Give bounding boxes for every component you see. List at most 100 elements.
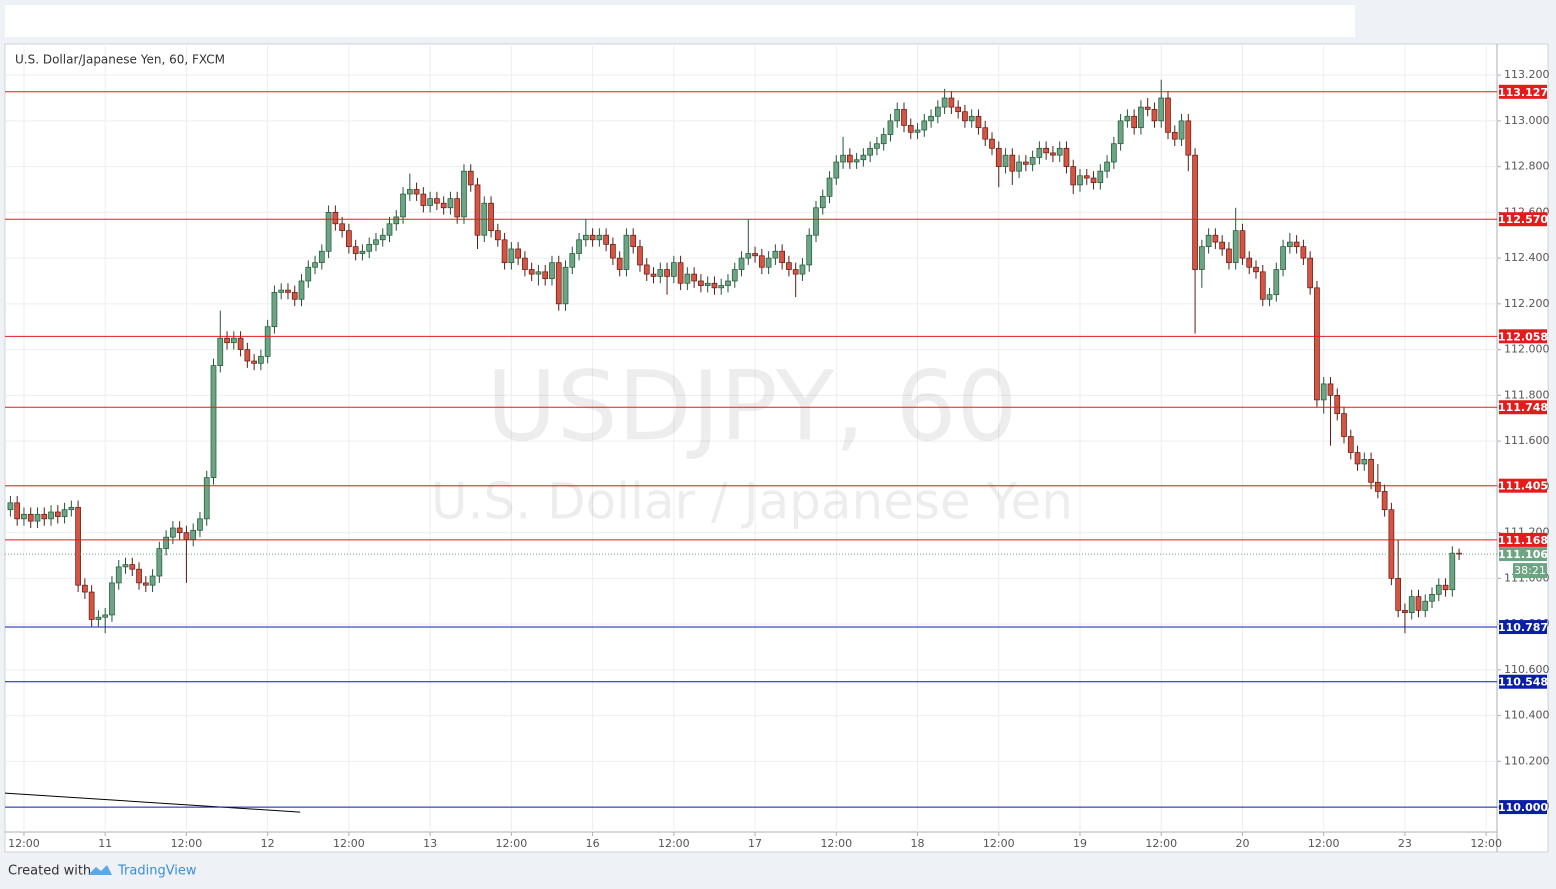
candle-body [725, 280, 731, 286]
candle-body [190, 529, 197, 540]
x-tick-label: 12:00 [1308, 837, 1340, 850]
candle-body [1063, 147, 1070, 167]
candle-body [156, 548, 163, 577]
x-tick-label: 12:00 [171, 837, 203, 850]
candle-body [995, 147, 1002, 167]
candle-body [1158, 97, 1165, 122]
candle-body [643, 264, 650, 275]
candle-body [826, 177, 833, 197]
x-tick-label: 13 [423, 837, 437, 850]
candle-body [813, 207, 819, 236]
candle-body [1246, 257, 1253, 268]
candle-body [230, 337, 237, 344]
candle-body [745, 253, 752, 259]
candle-body [1259, 271, 1266, 300]
brand-link[interactable]: TradingView [117, 864, 197, 879]
candle-body [1144, 106, 1151, 110]
candle-body [95, 616, 102, 620]
x-tick-label: 23 [1398, 837, 1412, 850]
candle-body [955, 106, 961, 113]
candle-body [122, 564, 129, 568]
countdown: 38:21 [1514, 564, 1546, 577]
candle-body [251, 360, 257, 364]
candle-body [1171, 131, 1178, 140]
x-tick-label: 12:00 [8, 837, 40, 850]
x-tick-label: 12:00 [658, 837, 690, 850]
candle-body [386, 223, 393, 236]
grid: 110.000110.200110.400110.600110.800111.0… [5, 44, 1550, 850]
candle-body [921, 120, 928, 131]
candle-body [752, 253, 758, 257]
price-line-label: 112.570 [1498, 213, 1548, 226]
price-badge [1499, 329, 1547, 344]
candle-body [1090, 177, 1097, 183]
candle-body [637, 246, 643, 266]
candle-body [718, 285, 725, 289]
candle-body [1435, 584, 1442, 595]
candle-body [1104, 161, 1110, 172]
candle-body [197, 518, 203, 531]
brand-logo [88, 865, 112, 875]
candle-body [853, 159, 860, 163]
candle-body [379, 234, 386, 241]
candle-body [962, 111, 968, 122]
candle-body [1395, 577, 1402, 611]
candle-body [522, 257, 528, 270]
candle-body [1280, 246, 1286, 270]
candle-body [1341, 413, 1347, 437]
x-tick-label: 12:00 [820, 837, 852, 850]
candle-body [1402, 610, 1408, 613]
candle-body [657, 269, 664, 277]
top-bar [5, 5, 1355, 37]
candle-body [806, 234, 813, 266]
candle-body [1212, 234, 1219, 243]
x-tick-label: 12:00 [1145, 837, 1177, 850]
x-tick-label: 18 [911, 837, 925, 850]
candle-body [339, 223, 345, 231]
y-tick-label: 112.400 [1504, 251, 1550, 264]
candle-body [1347, 436, 1354, 453]
candle-body [352, 246, 359, 254]
candle-body [400, 193, 406, 218]
candle-body [562, 266, 569, 305]
candle-body [210, 365, 217, 479]
candle-body [373, 239, 379, 245]
candle-body [772, 250, 779, 259]
candle-body [589, 234, 596, 241]
y-tick-label: 113.200 [1504, 68, 1550, 81]
watermark: USDJPY, 60 [486, 350, 1017, 462]
candle-body [1138, 106, 1144, 129]
candle-body [691, 273, 697, 282]
candle-body [1178, 120, 1185, 140]
y-tick-label: 110.200 [1504, 754, 1550, 767]
candle-body [698, 280, 704, 286]
candle-body [1429, 593, 1435, 602]
candle-body [68, 507, 75, 511]
candle-body [786, 262, 792, 270]
candle-body [237, 337, 244, 350]
price-line-label: 110.000 [1498, 801, 1548, 814]
candle-body [1239, 230, 1246, 259]
candle-body [1375, 481, 1381, 492]
candle-body [792, 269, 799, 275]
candle-body [907, 125, 914, 133]
candle-body [318, 250, 325, 264]
y-tick-label: 110.600 [1504, 663, 1550, 676]
price-line-label: 111.748 [1498, 401, 1548, 414]
candle-body [1117, 120, 1124, 145]
candle-body [901, 109, 907, 126]
price-line-label: 112.058 [1498, 330, 1548, 343]
price-badge [1499, 212, 1547, 227]
candle-body [664, 269, 670, 277]
candle-body [494, 230, 501, 241]
candle-body [1070, 166, 1077, 186]
candle-body [109, 582, 115, 616]
candle-body [1056, 147, 1063, 156]
candle-body [549, 262, 555, 280]
x-tick-label: 11 [98, 837, 112, 850]
candle-body [677, 262, 684, 284]
candle-body [1185, 120, 1192, 156]
candle-body [819, 195, 826, 209]
price-badge [1499, 532, 1547, 547]
